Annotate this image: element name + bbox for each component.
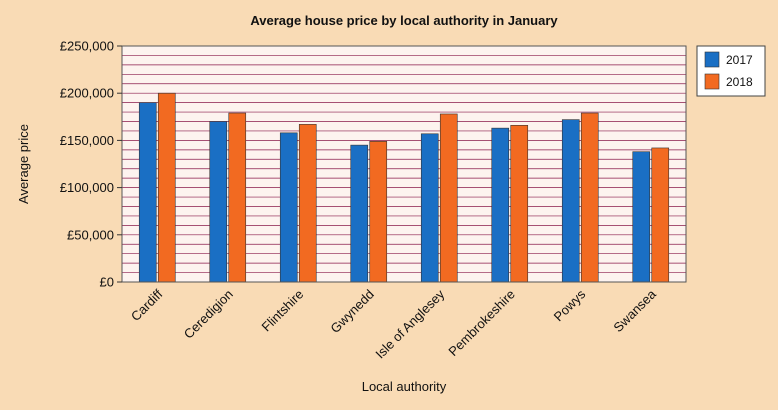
bar-2018-powys [580,112,599,283]
x-tick-label: Pembrokeshire [445,287,517,359]
chart-title: Average house price by local authority i… [250,13,558,28]
bar-2017-swansea [632,151,651,283]
bar-2017-gwynedd [350,144,369,283]
legend: 2017 2018 [696,45,766,97]
plot-border [121,45,687,283]
bar-2017-isle-of-anglesey [420,133,439,283]
bar-2018-ceredigion [228,112,247,283]
y-tick-label: £50,000 [67,227,114,242]
legend-swatch-2018 [704,73,720,90]
bars [138,92,670,283]
y-tick-label: £0 [100,275,114,290]
x-tick-label: Swansea [610,286,659,335]
y-tick-label: £100,000 [60,180,114,195]
bar-2018-flintshire [298,124,317,283]
bar-2017-powys [561,119,580,283]
legend-swatch-2017 [704,51,720,68]
y-tick-label: £150,000 [60,133,114,148]
x-tick-label: Isle of Anglesey [372,286,447,361]
bar-2018-gwynedd [369,141,388,283]
y-tick-label: £200,000 [60,86,114,101]
x-tick-label: Powys [551,286,589,324]
bar-2018-swansea [651,147,670,283]
x-tick-label: Ceredigion [181,287,236,342]
bar-2018-pembrokeshire [510,124,529,283]
bar-2018-isle-of-anglesey [439,113,458,283]
bar-2017-pembrokeshire [491,127,510,283]
x-tick-label: Cardiff [128,286,166,324]
x-axis-label: Local authority [362,379,447,394]
legend-label-2018: 2018 [726,75,753,89]
legend-label-2017: 2017 [726,53,753,67]
x-tick-label: Gwynedd [327,287,376,336]
y-tick-label: £250,000 [60,39,114,54]
x-tick-label: Flintshire [258,287,306,335]
bar-2017-flintshire [279,132,298,283]
plot-area [122,46,686,282]
bar-2017-ceredigion [209,121,228,283]
bar-2017-cardiff [138,102,157,283]
y-axis: £0 £50,000 £100,000 £150,000 £200,000 £250,00… [60,39,122,290]
bar-2018-cardiff [157,92,176,283]
y-axis-label: Average price [16,124,31,204]
